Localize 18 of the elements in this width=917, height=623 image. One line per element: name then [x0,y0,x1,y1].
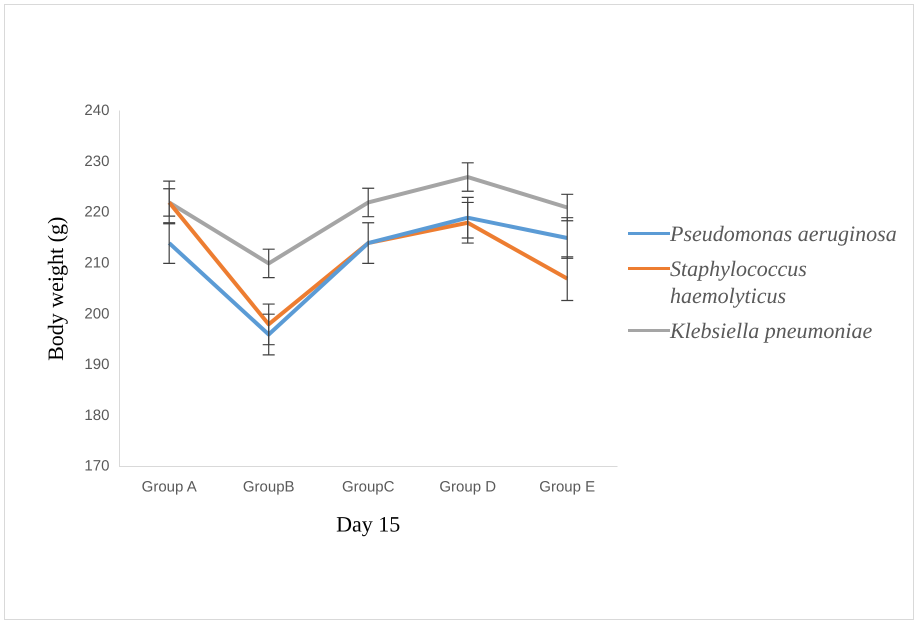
legend-label: Klebsiella pneumoniae [670,317,872,344]
y-tick-label: 220 [84,204,110,221]
y-tick-label: 210 [84,254,110,272]
x-tick-label: Group D [439,478,496,496]
x-axis-title: Day 15 [336,512,400,537]
y-tick-label: 240 [84,102,110,120]
x-tick-label: Group A [142,478,197,496]
x-tick-label: Group E [539,478,596,496]
x-tick-label: GroupC [342,478,395,496]
y-tick-label: 200 [84,305,110,322]
y-tick-label: 190 [84,356,110,374]
legend-label: Pseudomonas aeruginosa [670,220,897,247]
y-tick-label: 230 [84,152,110,170]
legend-label: Staphylococcus haemolyticus [670,255,808,309]
y-tick-label: 170 [84,458,110,475]
x-tick-label: GroupB [242,478,295,496]
y-axis-title: Body weight (g) [42,216,68,361]
y-tick-label: 180 [84,406,110,424]
